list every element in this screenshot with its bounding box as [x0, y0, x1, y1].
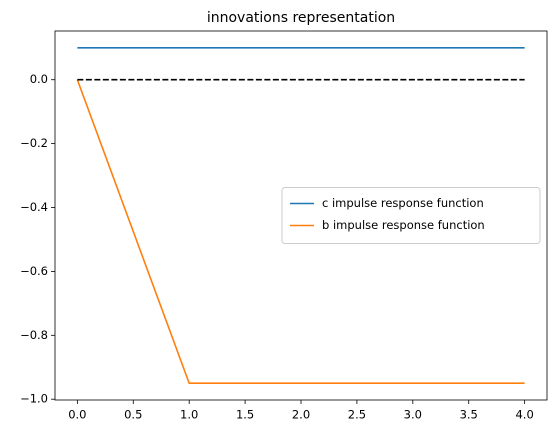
x-tick-label: 3.5 — [460, 408, 478, 422]
series-line — [76, 79, 525, 385]
legend-label: b impulse response function — [322, 218, 485, 232]
legend-box — [281, 187, 541, 244]
x-tick-label: 2.0 — [292, 408, 310, 422]
axes-frame — [54, 30, 548, 401]
y-tick-label: −0.8 — [20, 328, 48, 342]
chart-title: innovations representation — [207, 10, 395, 26]
x-tick-label: 4.0 — [515, 408, 533, 422]
x-tick-label: 1.5 — [236, 408, 254, 422]
y-tick-label: 0.0 — [30, 72, 48, 86]
legend: c impulse response function b impulse res… — [281, 187, 541, 244]
x-tick-label: 2.5 — [348, 408, 366, 422]
x-tick-label: 0.0 — [68, 408, 86, 422]
x-tick-label: 1.0 — [180, 408, 198, 422]
y-tick-label: −1.0 — [20, 392, 48, 406]
y-tick-label: −0.6 — [20, 264, 48, 278]
y-tick-label: −0.4 — [20, 200, 48, 214]
y-tick-label: −0.2 — [20, 136, 48, 150]
x-tick-label: 0.5 — [124, 408, 142, 422]
x-tick-label: 3.0 — [404, 408, 422, 422]
legend-label: c impulse response function — [322, 196, 484, 210]
